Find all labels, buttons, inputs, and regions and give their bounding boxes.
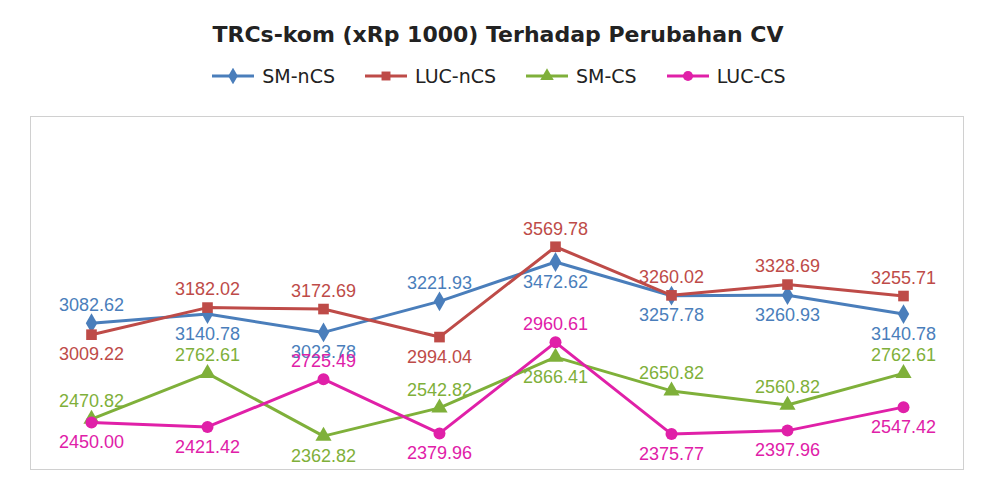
svg-text:3255.71: 3255.71 [871, 268, 936, 288]
svg-text:3182.02: 3182.02 [175, 279, 240, 299]
svg-text:3009.22: 3009.22 [59, 344, 124, 364]
svg-text:2994.04: 2994.04 [407, 347, 472, 367]
svg-text:2362.82: 2362.82 [291, 446, 356, 466]
svg-text:2375.77: 2375.77 [639, 444, 704, 464]
svg-text:2470.82: 2470.82 [59, 391, 124, 411]
svg-text:3221.93: 3221.93 [407, 273, 472, 293]
html-text:LUC-CS: LUC-CS [716, 65, 786, 87]
svg-text:2762.61: 2762.61 [871, 345, 936, 365]
svg-text:3260.02: 3260.02 [639, 267, 704, 287]
svg-text:3260.93: 3260.93 [755, 305, 820, 325]
svg-text:3569.78: 3569.78 [523, 219, 588, 239]
svg-text:2650.82: 2650.82 [639, 363, 704, 383]
svg-text:2866.41: 2866.41 [523, 367, 588, 387]
svg-text:2421.42: 2421.42 [175, 437, 240, 457]
svg-text:3328.69: 3328.69 [755, 256, 820, 276]
svg-text:3140.78: 3140.78 [871, 324, 936, 344]
svg-text:2450.00: 2450.00 [59, 432, 124, 452]
svg-text:2725.49: 2725.49 [291, 351, 356, 371]
svg-text:2560.82: 2560.82 [755, 377, 820, 397]
svg-text:2547.42: 2547.42 [871, 417, 936, 437]
svg-text:2762.61: 2762.61 [175, 345, 240, 365]
svg-text:2379.96: 2379.96 [407, 443, 472, 463]
svg-text:3257.78: 3257.78 [639, 305, 704, 325]
svg-text:2542.82: 2542.82 [407, 380, 472, 400]
svg-text:2397.96: 2397.96 [755, 440, 820, 460]
svg-text:2960.61: 2960.61 [523, 314, 588, 334]
html-text:SM-nCS: SM-nCS [262, 65, 335, 87]
svg-text:3082.62: 3082.62 [59, 295, 124, 315]
html-text:SM-CS: SM-CS [576, 65, 637, 87]
svg-text:3140.78: 3140.78 [175, 324, 240, 344]
svg-text:3472.62: 3472.62 [523, 272, 588, 292]
html-text:TRCs-kom (xRp 1000) Terhadap P: TRCs-kom (xRp 1000) Terhadap Perubahan C… [212, 22, 784, 47]
html-text:LUC-nCS: LUC-nCS [415, 65, 496, 87]
svg-text:3172.69: 3172.69 [291, 281, 356, 301]
